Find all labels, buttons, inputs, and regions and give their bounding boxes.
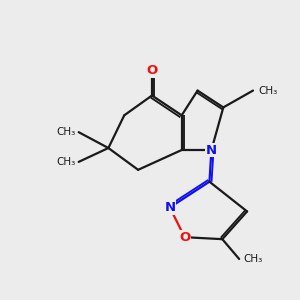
Text: CH₃: CH₃ [244,254,263,264]
Text: CH₃: CH₃ [56,157,76,167]
Text: O: O [179,231,190,244]
Text: N: N [164,201,175,214]
Text: N: N [206,143,217,157]
Text: O: O [146,64,158,77]
Text: CH₃: CH₃ [56,127,76,137]
Text: CH₃: CH₃ [258,85,278,96]
